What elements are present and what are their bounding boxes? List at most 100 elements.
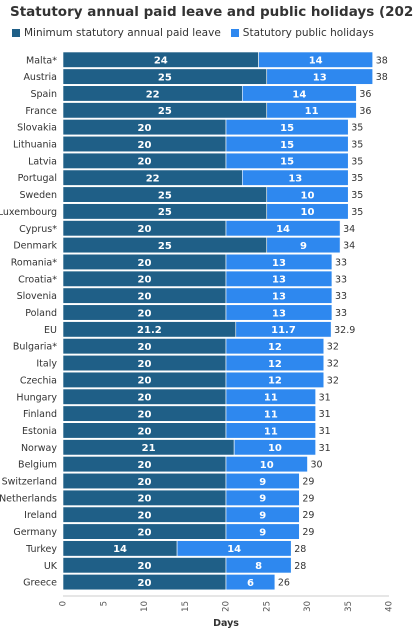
category-label-norway: Norway [21, 443, 57, 454]
data-label-public-holidays-slovakia: 15 [280, 123, 294, 134]
bar-public-holidays-poland [225, 304, 333, 321]
category-label-hungary: Hungary [16, 392, 57, 403]
category-label-portugal: Portugal [18, 173, 57, 184]
total-label-switzerland: 29 [302, 477, 314, 488]
bar-public-holidays-hungary [225, 388, 316, 405]
category-label-cyprus: Cyprus* [19, 224, 57, 235]
category-label-finland: Finland [23, 409, 57, 420]
total-label-netherlands: 29 [302, 493, 314, 504]
bar-public-holidays-belgium [225, 456, 308, 473]
data-label-public-holidays-belgium: 10 [260, 460, 274, 471]
x-tick-label-0: 0 [59, 601, 69, 606]
data-label-annual-leave-norway: 21 [142, 443, 156, 454]
bar-public-holidays-austria [266, 68, 373, 85]
total-label-malta: 38 [376, 55, 388, 66]
data-label-annual-leave-uk: 20 [138, 561, 152, 572]
bar-public-holidays-croatia [225, 270, 333, 287]
data-label-public-holidays-italy: 12 [268, 359, 282, 370]
total-label-romania: 33 [335, 257, 347, 268]
data-label-annual-leave-poland: 20 [138, 308, 152, 319]
category-label-switzerland: Switzerland [2, 477, 57, 488]
category-label-slovakia: Slovakia [17, 123, 57, 134]
total-label-bulgaria: 32 [327, 342, 339, 353]
category-label-netherlands: Netherlands [0, 493, 57, 504]
category-label-uk: UK [44, 561, 58, 572]
data-label-annual-leave-croatia: 20 [138, 275, 152, 286]
legend-label-public-holidays: Statutory public holidays [242, 27, 374, 39]
data-label-public-holidays-hungary: 11 [264, 393, 278, 404]
bar-public-holidays-spain [242, 85, 357, 102]
bar-public-holidays-norway [233, 439, 316, 456]
total-label-finland: 31 [319, 409, 331, 420]
data-label-annual-leave-bulgaria: 20 [138, 342, 152, 353]
x-tick-label-10: 10 [140, 601, 150, 612]
x-tick-label-5: 5 [99, 601, 109, 606]
category-label-denmark: Denmark [13, 241, 57, 252]
legend-item-annual-leave[interactable]: Minimum statutory annual paid leave [12, 27, 221, 39]
bar-public-holidays-cyprus [225, 220, 341, 237]
category-label-belgium: Belgium [18, 460, 57, 471]
data-label-annual-leave-greece: 20 [138, 578, 152, 589]
bar-public-holidays-czechia [225, 371, 325, 388]
total-label-luxembourg: 35 [351, 207, 363, 218]
total-label-norway: 31 [319, 443, 331, 454]
total-label-austria: 38 [376, 72, 388, 83]
chart-title: Statutory annual paid leave and public h… [10, 4, 413, 20]
data-label-annual-leave-italy: 20 [138, 359, 152, 370]
total-label-uk: 28 [294, 561, 306, 572]
category-label-germany: Germany [13, 527, 57, 538]
x-axis-title: Days [213, 618, 239, 629]
legend-item-public-holidays[interactable]: Statutory public holidays [230, 27, 374, 39]
category-label-lithuania: Lithuania [13, 140, 57, 151]
category-label-spain: Spain [30, 89, 57, 100]
category-label-france: France [25, 106, 57, 117]
bar-public-holidays-eu [235, 321, 332, 338]
total-label-poland: 33 [335, 308, 347, 319]
data-label-public-holidays-sweden: 10 [301, 190, 315, 201]
total-label-germany: 29 [302, 527, 314, 538]
bar-public-holidays-italy [225, 354, 325, 372]
legend-label-annual-leave: Minimum statutory annual paid leave [24, 27, 221, 39]
data-label-public-holidays-denmark: 9 [300, 241, 307, 252]
total-label-belgium: 30 [311, 460, 323, 471]
category-label-poland: Poland [25, 308, 57, 319]
bar-public-holidays-slovenia [225, 287, 333, 304]
data-label-public-holidays-eu: 11.7 [271, 325, 296, 336]
data-label-public-holidays-bulgaria: 12 [268, 342, 282, 353]
total-label-eu: 32.9 [334, 325, 355, 336]
category-label-czechia: Czechia [20, 375, 57, 386]
category-label-romania: Romania* [11, 257, 58, 268]
total-label-turkey: 28 [294, 544, 306, 555]
category-label-malta: Malta* [26, 55, 57, 66]
category-label-ireland: Ireland [24, 510, 57, 521]
data-label-public-holidays-uk: 8 [255, 561, 262, 572]
category-label-italy: Italy [36, 359, 57, 370]
data-label-annual-leave-ireland: 20 [138, 511, 152, 522]
data-label-public-holidays-luxembourg: 10 [301, 207, 315, 218]
total-label-hungary: 31 [319, 392, 331, 403]
bar-public-holidays-sweden [266, 186, 349, 203]
total-label-denmark: 34 [343, 241, 355, 252]
data-label-public-holidays-switzerland: 9 [259, 477, 266, 488]
data-label-public-holidays-turkey: 14 [227, 544, 241, 555]
data-label-public-holidays-ireland: 9 [259, 511, 266, 522]
data-label-public-holidays-cyprus: 14 [276, 224, 290, 235]
data-label-annual-leave-switzerland: 20 [138, 477, 152, 488]
total-label-slovenia: 33 [335, 291, 347, 302]
legend-swatch-annual-leave [12, 29, 20, 37]
data-label-public-holidays-slovenia: 13 [272, 291, 286, 302]
total-label-cyprus: 34 [343, 224, 355, 235]
data-label-public-holidays-norway: 10 [268, 443, 282, 454]
data-label-public-holidays-malta: 14 [309, 56, 323, 67]
total-label-spain: 36 [359, 89, 371, 100]
data-label-public-holidays-estonia: 11 [264, 426, 278, 437]
bar-public-holidays-denmark [266, 237, 341, 254]
data-label-annual-leave-romania: 20 [138, 258, 152, 269]
data-label-annual-leave-hungary: 20 [138, 393, 152, 404]
data-label-public-holidays-lithuania: 15 [280, 140, 294, 151]
data-label-public-holidays-latvia: 15 [280, 157, 294, 168]
total-label-estonia: 31 [319, 426, 331, 437]
chart-legend: Minimum statutory annual paid leave Stat… [12, 27, 384, 39]
data-label-public-holidays-netherlands: 9 [259, 494, 266, 505]
